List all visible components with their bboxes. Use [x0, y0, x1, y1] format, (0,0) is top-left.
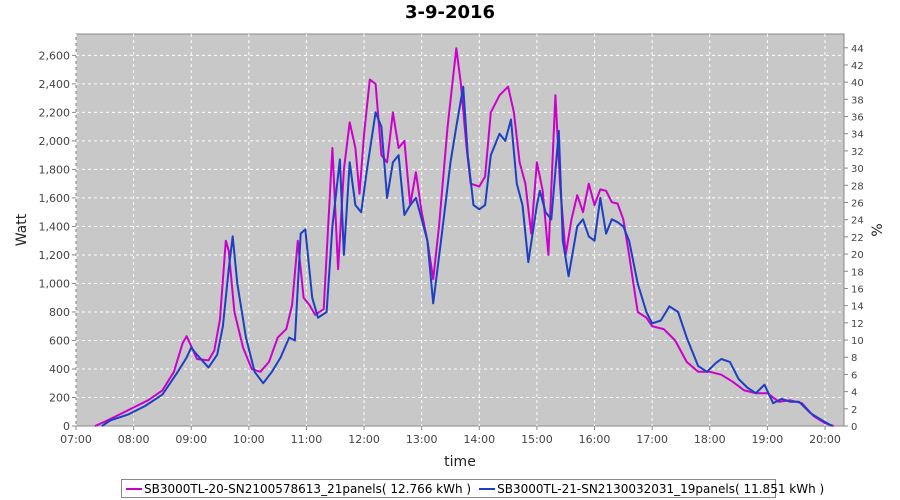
y2-tick-label: 22: [851, 233, 864, 244]
legend-item-series-2: SB3000TL-21-SN2130032031_19panels( 11.85…: [479, 482, 824, 496]
x-tick-label: 08:00: [118, 433, 150, 446]
x-tick-label: 18:00: [694, 433, 726, 446]
series-line-2: [101, 85, 833, 427]
y2-tick-label: 40: [851, 78, 864, 89]
y2-tick-label: 26: [851, 198, 864, 209]
y-tick-label: 1,200: [39, 249, 71, 262]
y2-axis-label: %: [870, 223, 886, 236]
legend-swatch-magenta: [126, 487, 142, 490]
y-tick-label: 2,000: [39, 135, 71, 148]
y-tick-label: 200: [49, 391, 70, 404]
series-line-1: [94, 47, 834, 427]
y2-tick-label: 32: [851, 147, 864, 158]
y2-tick-label: 44: [851, 44, 864, 55]
x-axis: 07:00 08:00 09:00 10:00 11:00 12:00 13:00 14:00…: [60, 426, 841, 446]
y2-tick-label: 38: [851, 95, 864, 106]
chart-title: 3-9-2016: [404, 2, 496, 23]
y2-tick-label: 0: [851, 422, 857, 433]
y-axis-label: Watt: [14, 213, 30, 246]
y2-tick-label: 8: [851, 353, 857, 364]
y2-tick-label: 42: [851, 61, 864, 72]
y-tick-label: 1,400: [39, 220, 71, 233]
y2-tick-label: 12: [851, 319, 864, 330]
series-layer: [94, 47, 834, 427]
y2-tick-label: 36: [851, 113, 864, 124]
y-tick-label: 2,600: [39, 49, 71, 62]
y2-tick-label: 18: [851, 267, 864, 278]
y-axis-right: 0246810121416182022242628303234363840424…: [844, 44, 864, 433]
y-tick-label: 2,400: [39, 78, 71, 91]
x-tick-label: 17:00: [636, 433, 668, 446]
plot-area: [75, 33, 845, 427]
y2-tick-label: 30: [851, 164, 864, 175]
x-tick-label: 15:00: [521, 433, 553, 446]
x-tick-label: 14:00: [463, 433, 495, 446]
x-tick-label: 12:00: [348, 433, 380, 446]
legend: SB3000TL-20-SN2100578613_21panels( 12.76…: [121, 479, 824, 498]
y-tick-label: 0: [63, 420, 70, 433]
y-tick-label: 1,600: [39, 192, 71, 205]
y-tick-label: 2,200: [39, 106, 71, 119]
x-tick-label: 09:00: [175, 433, 207, 446]
legend-label-series-1: SB3000TL-20-SN2100578613_21panels( 12.76…: [144, 481, 472, 496]
x-axis-label: time: [444, 454, 476, 470]
grid-lines: [75, 34, 844, 426]
x-tick-label: 10:00: [233, 433, 265, 446]
y-tick-label: 400: [49, 363, 70, 376]
y2-tick-label: 16: [851, 284, 864, 295]
y2-tick-label: 34: [851, 130, 864, 141]
legend-swatch-blue: [479, 487, 496, 490]
y2-tick-label: 20: [851, 250, 864, 261]
x-tick-label: 20:00: [809, 433, 841, 446]
legend-label-series-2: SB3000TL-21-SN2130032031_19panels( 11.85…: [497, 481, 825, 496]
x-tick-label: 13:00: [406, 433, 438, 446]
y2-tick-label: 10: [851, 336, 864, 347]
y-tick-label: 800: [49, 306, 70, 319]
y-tick-label: 600: [49, 334, 70, 347]
y-tick-label: 1,800: [39, 163, 71, 176]
y2-tick-label: 24: [851, 216, 864, 227]
x-tick-label: 19:00: [752, 433, 784, 446]
y2-tick-label: 6: [851, 370, 857, 381]
legend-item-series-1: SB3000TL-20-SN2100578613_21panels( 12.76…: [126, 482, 471, 496]
x-tick-label: 16:00: [579, 433, 611, 446]
y-axis-left: 0 200 400 600 800 1,000 1,200 1,400 1,600 1,800 2,…: [39, 49, 76, 433]
x-tick-label: 07:00: [60, 433, 92, 446]
y-tick-label: 1,000: [39, 277, 71, 290]
y2-tick-label: 4: [851, 388, 857, 399]
y2-tick-label: 2: [851, 405, 857, 416]
y2-tick-label: 14: [851, 302, 864, 313]
y2-tick-label: 28: [851, 181, 864, 192]
x-tick-label: 11:00: [291, 433, 323, 446]
